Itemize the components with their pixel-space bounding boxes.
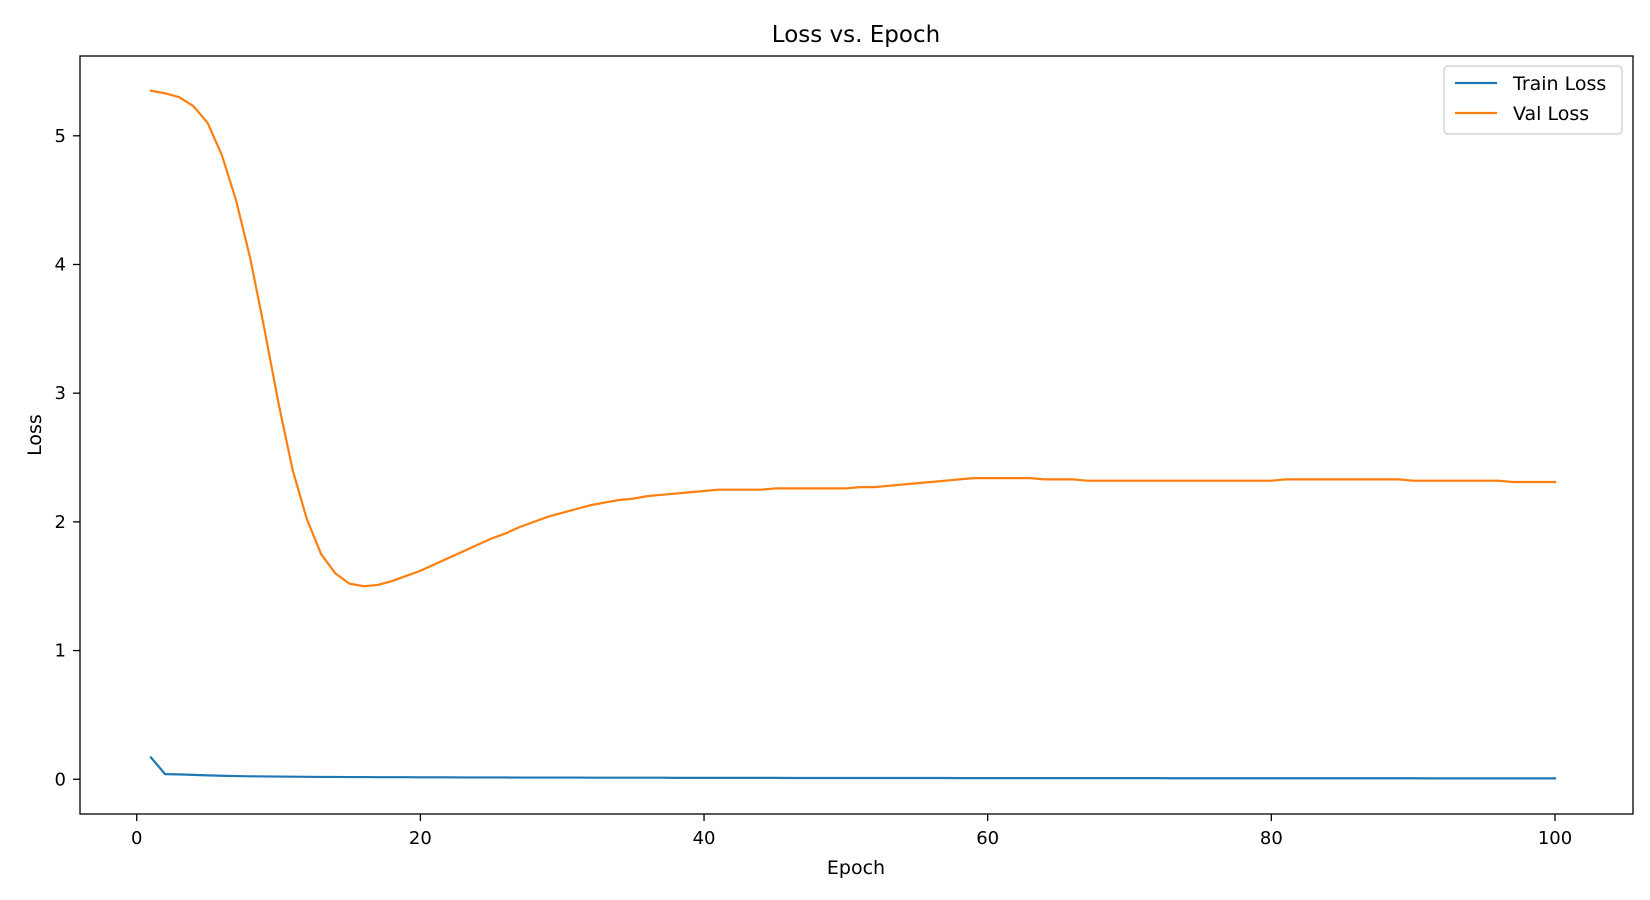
y-axis-title: Loss (24, 414, 46, 456)
y-tick-label: 5 (55, 126, 66, 147)
y-tick-label: 3 (55, 383, 66, 404)
x-tick-label: 0 (131, 828, 142, 849)
series-line-train-loss (149, 755, 1557, 780)
y-axis-ticks: 0 1 2 3 4 5 (55, 126, 80, 790)
y-tick-label: 1 (55, 641, 66, 662)
y-tick-label: 2 (55, 512, 66, 533)
x-axis-ticks: 0 20 40 60 80 100 (131, 814, 1572, 849)
plot-frame (79, 55, 1634, 815)
x-tick-label: 80 (1260, 828, 1283, 849)
legend-label-val-loss: Val Loss (1513, 103, 1589, 125)
x-tick-label: 60 (976, 828, 999, 849)
x-tick-label: 20 (409, 828, 432, 849)
x-tick-label: 100 (1538, 828, 1572, 849)
series-line-val-loss (149, 89, 1557, 588)
series-lines (149, 89, 1557, 780)
plot-area (80, 56, 1633, 814)
x-tick-label: 40 (693, 828, 716, 849)
legend: Train Loss Val Loss (1443, 65, 1623, 135)
x-axis-title: Epoch (827, 857, 885, 879)
y-tick-label: 4 (55, 254, 66, 275)
y-tick-label: 0 (55, 769, 66, 790)
legend-label-train-loss: Train Loss (1512, 73, 1606, 95)
chart-title: Loss vs. Epoch (772, 22, 940, 48)
